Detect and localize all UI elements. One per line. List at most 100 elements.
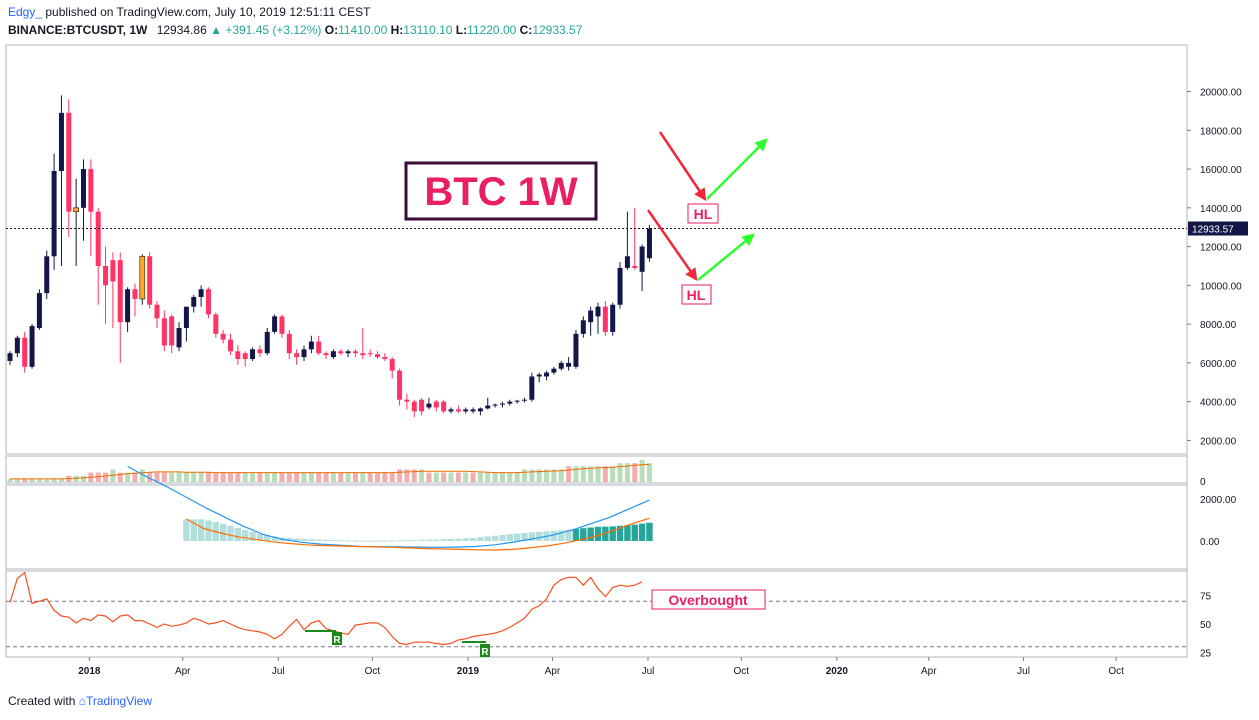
volume-bar — [147, 472, 153, 482]
candle-body — [646, 228, 652, 259]
red-arrow-lower[interactable] — [646, 209, 698, 282]
candle-body — [161, 318, 167, 346]
volume-bar — [463, 472, 469, 482]
candle-body — [536, 374, 542, 377]
candle-body — [514, 400, 520, 402]
macd-histogram-bar — [293, 538, 300, 541]
candle-body — [367, 353, 373, 355]
macd-histogram-bar — [616, 525, 624, 541]
footer: Created with ⌂TradingView — [8, 694, 152, 708]
r-marker-1: R — [305, 630, 342, 646]
macd-histogram-bar — [638, 523, 646, 541]
candle-body — [22, 337, 28, 367]
red-arrow-upper[interactable] — [658, 131, 707, 202]
volume-bar — [29, 478, 35, 482]
author-link[interactable]: Edgy_ — [8, 5, 43, 19]
macd-tick-label: 0.00 — [1200, 537, 1220, 548]
volume-bar — [169, 472, 175, 482]
volume-bar — [646, 463, 652, 482]
candle-body — [551, 368, 557, 373]
macd-histogram-bar — [330, 539, 337, 541]
macd-histogram-bar — [403, 540, 411, 542]
volume-bar — [617, 463, 623, 482]
macd-histogram-bar — [205, 520, 212, 541]
candle-body — [522, 399, 527, 401]
volume-bar — [213, 472, 219, 482]
volume-bar — [110, 469, 116, 482]
volume-bar — [139, 469, 145, 482]
candle-body — [477, 408, 483, 412]
volume-bar — [558, 469, 564, 482]
time-tick-label: Oct — [365, 666, 381, 677]
volume-bar — [411, 469, 417, 482]
title-box[interactable] — [404, 161, 598, 221]
candle-body — [117, 260, 123, 323]
green-arrow-lower[interactable] — [697, 233, 755, 281]
macd-histogram-bar — [242, 530, 249, 541]
volume-bar — [14, 478, 20, 482]
time-tick-label: Oct — [1108, 666, 1124, 677]
macd-histogram-bar — [271, 536, 278, 541]
volume-bar — [264, 472, 270, 482]
hl-lower-box[interactable] — [681, 284, 712, 305]
volume-bar — [433, 472, 439, 482]
candle-body — [360, 353, 366, 356]
green-arrow-upper[interactable] — [706, 138, 768, 200]
candle-body — [242, 353, 248, 360]
candle-body — [485, 405, 491, 409]
publish-info: Edgy_ published on TradingView.com, July… — [8, 5, 370, 19]
volume-bar — [492, 472, 498, 482]
last-price-tag-label: 12933.57 — [1192, 224, 1234, 235]
price-tick-label: 8000.00 — [1200, 320, 1237, 331]
candle-body — [286, 333, 292, 354]
candle-body — [492, 404, 498, 406]
tradingview-brand-link[interactable]: TradingView — [85, 694, 153, 708]
macd-histogram-bar — [455, 538, 462, 541]
candle-body — [566, 362, 572, 367]
close-label: C: — [519, 23, 533, 37]
candle-body — [441, 401, 447, 412]
macd-indicator: 2000.00 0.00 — [127, 465, 1237, 551]
time-tick-label: Oct — [734, 666, 750, 677]
macd-histogram-bar — [631, 524, 638, 541]
time-tick-label: 2018 — [78, 666, 101, 677]
macd-histogram-bar — [197, 519, 205, 541]
volume-bar — [154, 472, 160, 482]
candle-body — [573, 333, 579, 367]
volume-bar — [507, 472, 513, 482]
macd-histogram-bar — [396, 540, 403, 542]
volume-bar — [272, 472, 278, 482]
chart-canvas[interactable]: 2000.00 4000.00 6000.00 8000.00 10000.00 1200… — [0, 0, 1259, 690]
macd-histogram-bar — [418, 539, 425, 541]
overbought-box[interactable] — [651, 589, 766, 610]
candle-body — [397, 370, 403, 400]
volume-bar — [404, 469, 410, 482]
volume-bar — [397, 469, 403, 482]
hl-upper-box[interactable] — [687, 203, 719, 224]
volume-bars: 0 — [7, 460, 1206, 488]
volume-bar — [316, 472, 322, 482]
macd-histogram-bar — [609, 526, 616, 541]
candle-body — [389, 359, 395, 371]
candle-body — [103, 265, 109, 286]
macd-histogram-bar — [183, 519, 190, 541]
volume-bar — [639, 460, 645, 482]
candle-body — [51, 170, 57, 257]
symbol-label[interactable]: BINANCE:BTCUSDT, 1W — [8, 23, 148, 37]
volume-bar — [286, 472, 292, 482]
macd-histogram-bar — [521, 532, 528, 541]
candle-body — [588, 310, 594, 323]
macd-histogram-bar — [580, 528, 587, 541]
volume-bar — [448, 472, 454, 482]
candle-body — [73, 207, 79, 213]
r-marker-2-label: R — [481, 647, 489, 658]
candle-body — [36, 293, 42, 329]
macd-histogram-bar — [499, 534, 506, 541]
volume-bar — [250, 472, 256, 482]
volume-bar — [588, 466, 594, 482]
volume-bar — [544, 469, 550, 482]
volume-bar — [499, 472, 505, 482]
candle-body — [330, 351, 336, 358]
volume-bar — [529, 469, 535, 482]
last-price-tag — [1188, 221, 1248, 236]
